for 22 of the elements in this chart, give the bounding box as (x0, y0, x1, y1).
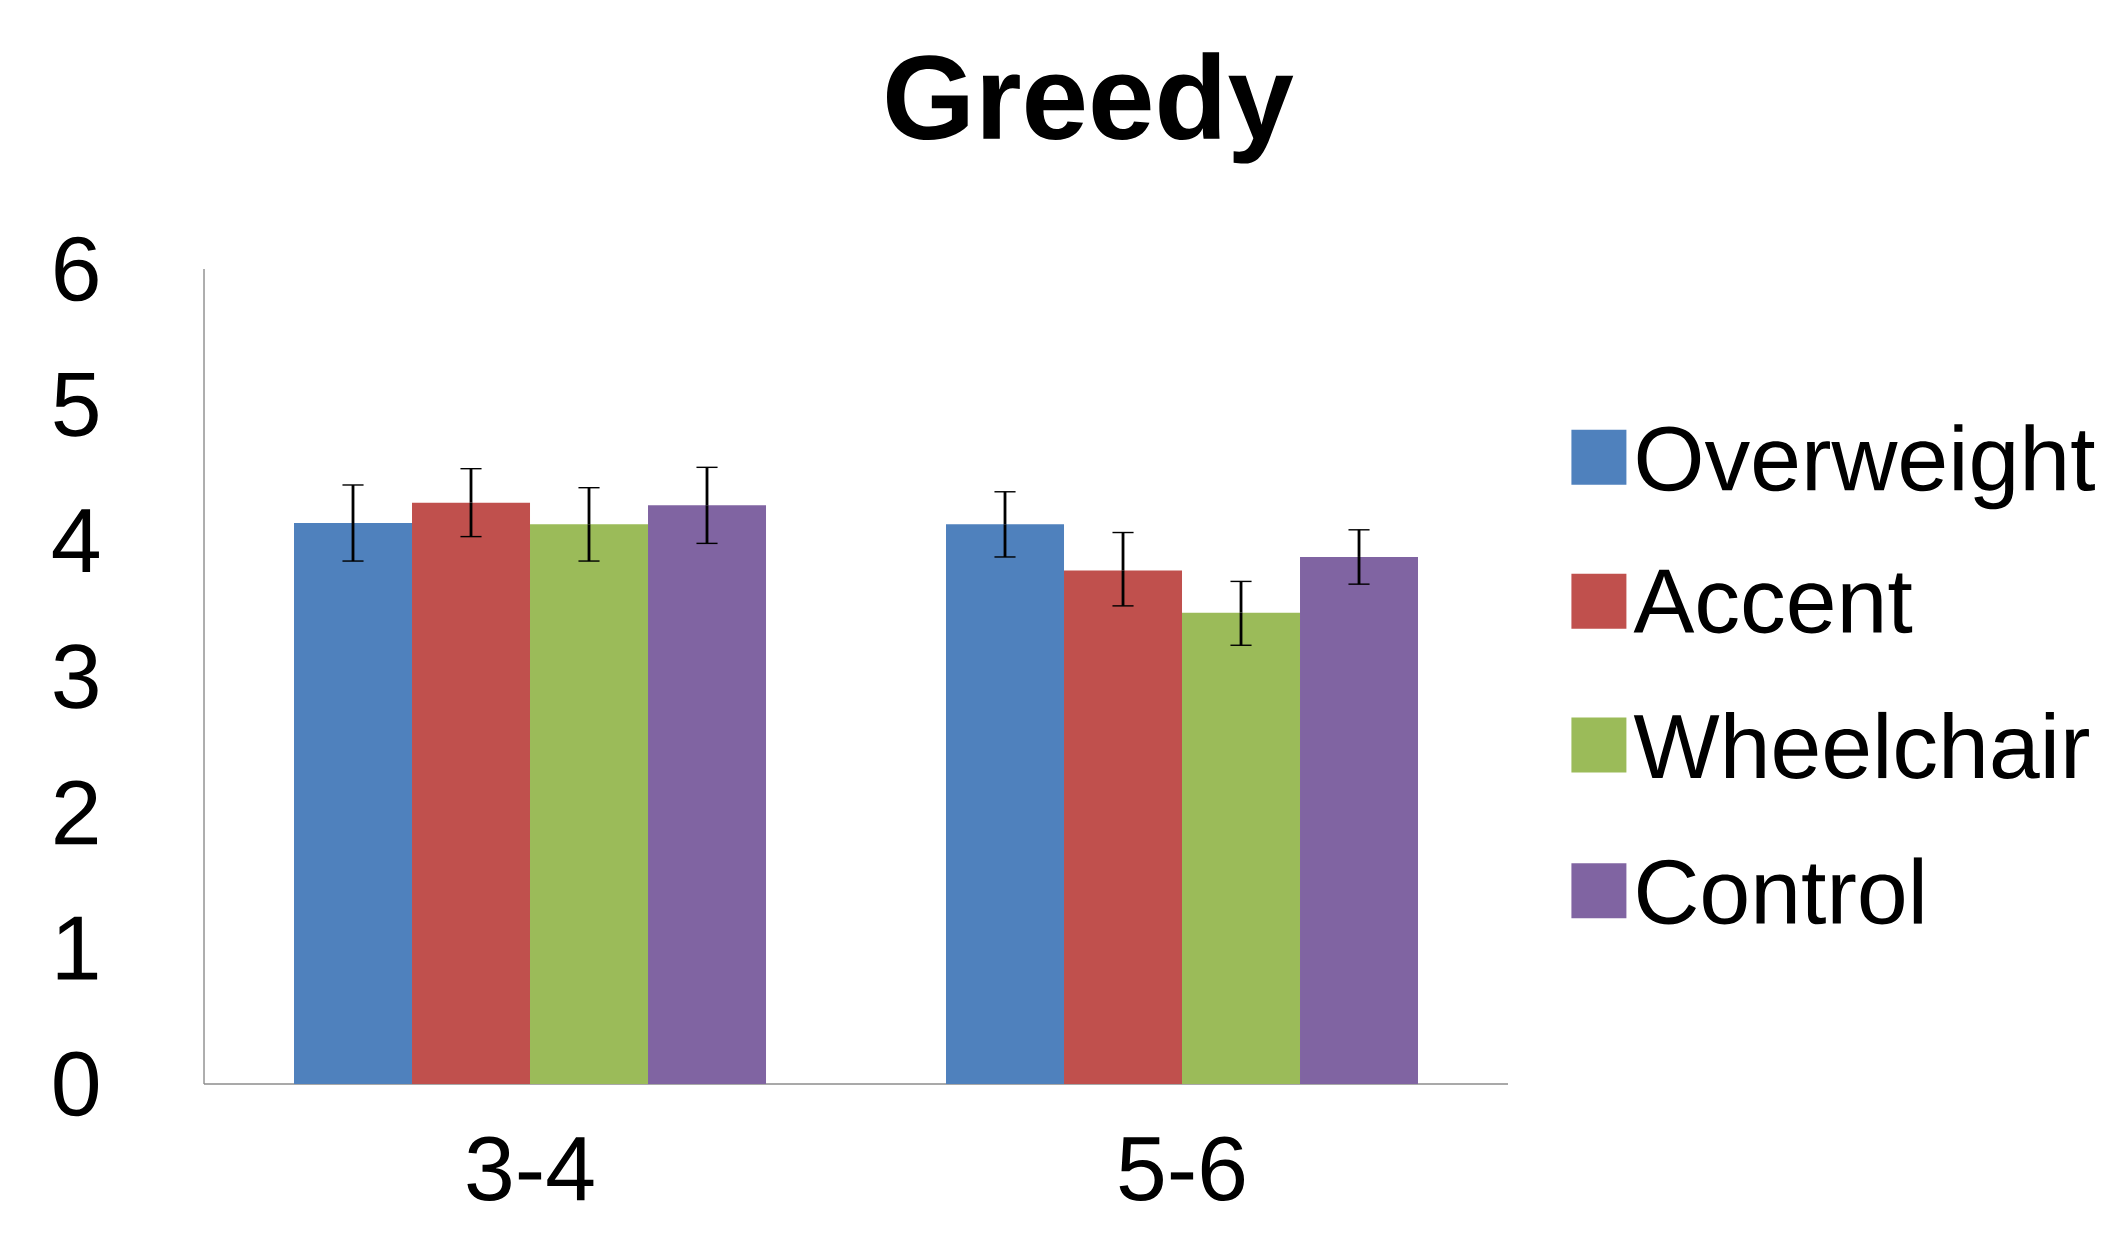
y-tick-label: 4 (52, 509, 99, 573)
legend-label: Wheelchair (1633, 711, 2089, 779)
y-tick-label: 3 (54, 644, 98, 709)
bar (648, 505, 767, 1084)
chart-title: Greedy (887, 52, 1294, 164)
x-tick-label: 3-4 (467, 1136, 594, 1202)
legend-label: Accent (1633, 569, 1913, 634)
bar (294, 523, 413, 1084)
y-tick-label: 2 (55, 780, 98, 845)
y-tick-label: 5 (54, 372, 98, 437)
bar (530, 524, 649, 1084)
x-tick-label: 5-6 (1119, 1136, 1245, 1202)
y-tick-label: 1 (57, 916, 98, 980)
bar (412, 502, 531, 1084)
bar (946, 524, 1065, 1084)
y-tick-label: 6 (55, 236, 98, 302)
bar (1182, 612, 1301, 1084)
bar (1064, 570, 1183, 1084)
y-tick-label: 0 (54, 1051, 99, 1117)
legend-label: Overweight (1637, 424, 2095, 510)
bar (1300, 556, 1419, 1084)
legend-label: Control (1638, 857, 1922, 925)
